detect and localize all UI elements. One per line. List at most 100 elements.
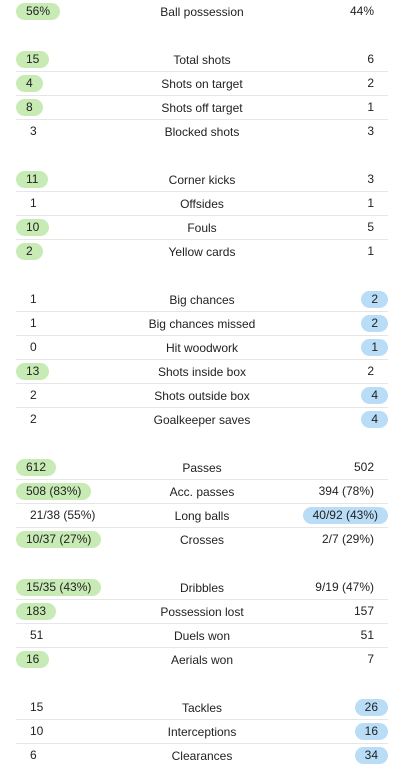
- away-value: 1: [367, 244, 374, 258]
- away-value: 26: [354, 699, 388, 716]
- stat-label: Shots outside box: [154, 388, 250, 403]
- away-value: 1: [361, 339, 388, 356]
- home-value: 2: [30, 388, 37, 402]
- away-value: 2: [361, 291, 388, 308]
- stat-row-acc-passes: 508 (83%) Acc. passes 394 (78%): [16, 480, 388, 504]
- stat-label: Interceptions: [167, 724, 237, 739]
- away-value: 3: [367, 124, 374, 138]
- stat-row-passes: 612 Passes 502: [16, 456, 388, 480]
- home-value: 51: [30, 628, 44, 642]
- stat-row-yellow-cards: 2 Yellow cards 1: [16, 240, 388, 263]
- home-value: 10: [16, 219, 50, 236]
- stat-label: Crosses: [179, 532, 224, 547]
- stat-label: Clearances: [171, 748, 233, 763]
- stat-row-hit-woodwork: 0 Hit woodwork 1: [16, 336, 388, 360]
- home-value: 21/38 (55%): [30, 508, 96, 522]
- home-value: 0: [30, 340, 37, 354]
- home-value: 15: [16, 51, 50, 68]
- stat-label: Shots inside box: [157, 364, 247, 379]
- stat-row-shots-on-target: 4 Shots on target 2: [16, 72, 388, 96]
- stat-row-corner-kicks: 11 Corner kicks 3: [16, 168, 388, 192]
- away-value: 1: [367, 100, 374, 114]
- stat-label: Goalkeeper saves: [153, 412, 251, 427]
- away-value: 2: [367, 364, 374, 378]
- away-value: 1: [367, 196, 374, 210]
- away-value: 40/92 (43%): [302, 507, 388, 524]
- stat-label: Big chances missed: [148, 316, 256, 331]
- home-value: 2: [30, 412, 37, 426]
- home-value: 8: [16, 99, 43, 116]
- away-value: 34: [354, 747, 388, 764]
- home-value: 11: [16, 171, 49, 188]
- away-value: 2: [367, 76, 374, 90]
- stat-label: Ball possession: [160, 4, 244, 19]
- home-value: 508 (83%): [16, 483, 92, 500]
- stat-label: Fouls: [187, 220, 217, 235]
- stat-row-crosses: 10/37 (27%) Crosses 2/7 (29%): [16, 528, 388, 551]
- home-value: 15/35 (43%): [16, 579, 102, 596]
- home-value: 56%: [16, 3, 61, 20]
- away-value: 3: [367, 172, 374, 186]
- stat-row-long-balls: 21/38 (55%) Long balls 40/92 (43%): [16, 504, 388, 528]
- away-value: 4: [361, 387, 388, 404]
- away-value: 44%: [349, 4, 374, 18]
- away-value: 51: [360, 628, 374, 642]
- stat-row-shots-off-target: 8 Shots off target 1: [16, 96, 388, 120]
- stat-label: Blocked shots: [164, 124, 240, 139]
- away-value: 16: [354, 723, 388, 740]
- stat-row-big-chances: 1 Big chances 2: [16, 288, 388, 312]
- stat-label: Yellow cards: [168, 244, 236, 259]
- stat-label: Aerials won: [170, 652, 234, 667]
- stat-row-possession-lost: 183 Possession lost 157: [16, 600, 388, 624]
- stat-row-total-shots: 15 Total shots 6: [16, 48, 388, 72]
- home-value: 612: [16, 459, 57, 476]
- stat-label: Tackles: [181, 700, 222, 715]
- stat-row-shots-outside-box: 2 Shots outside box 4: [16, 384, 388, 408]
- away-value: 4: [361, 411, 388, 428]
- stat-row-big-chances-missed: 1 Big chances missed 2: [16, 312, 388, 336]
- home-value: 10/37 (27%): [16, 531, 102, 548]
- stat-row-fouls: 10 Fouls 5: [16, 216, 388, 240]
- away-value: 157: [353, 604, 374, 618]
- away-value: 5: [367, 220, 374, 234]
- stat-row-tackles: 15 Tackles 26: [16, 696, 388, 720]
- home-value: 1: [30, 316, 37, 330]
- home-value: 183: [16, 603, 57, 620]
- stat-label: Big chances: [169, 292, 235, 307]
- away-value: 2: [361, 315, 388, 332]
- away-value: 394 (78%): [318, 484, 374, 498]
- home-value: 3: [30, 124, 37, 138]
- stat-row-shots-inside-box: 13 Shots inside box 2: [16, 360, 388, 384]
- home-value: 2: [16, 243, 43, 260]
- stat-label: Passes: [182, 460, 222, 475]
- stat-row-ball-possession: 56% Ball possession 44%: [16, 0, 388, 23]
- away-value: 6: [367, 52, 374, 66]
- stat-label: Hit woodwork: [165, 340, 239, 355]
- stat-label: Corner kicks: [168, 172, 236, 187]
- stat-label: Offsides: [180, 196, 224, 211]
- home-value: 1: [30, 292, 37, 306]
- home-value: 6: [30, 748, 37, 762]
- stat-row-offsides: 1 Offsides 1: [16, 192, 388, 216]
- stat-row-interceptions: 10 Interceptions 16: [16, 720, 388, 744]
- stat-label: Long balls: [174, 508, 230, 523]
- home-value: 10: [30, 724, 44, 738]
- home-value: 4: [16, 75, 43, 92]
- home-value: 1: [30, 196, 37, 210]
- stat-row-dribbles: 15/35 (43%) Dribbles 9/19 (47%): [16, 576, 388, 600]
- away-value: 9/19 (47%): [315, 580, 374, 594]
- away-value: 2/7 (29%): [321, 532, 374, 546]
- stat-label: Acc. passes: [169, 484, 235, 499]
- home-value: 16: [16, 651, 50, 668]
- stat-row-clearances: 6 Clearances 34: [16, 744, 388, 767]
- away-value: 7: [367, 652, 374, 666]
- home-value: 15: [30, 700, 44, 714]
- stat-label: Shots on target: [161, 76, 243, 91]
- stat-row-goalkeeper-saves: 2 Goalkeeper saves 4: [16, 408, 388, 431]
- stat-row-duels-won: 51 Duels won 51: [16, 624, 388, 648]
- stat-label: Dribbles: [179, 580, 224, 595]
- stat-row-blocked-shots: 3 Blocked shots 3: [16, 120, 388, 143]
- stat-label: Total shots: [173, 52, 231, 67]
- stat-label: Possession lost: [160, 604, 244, 619]
